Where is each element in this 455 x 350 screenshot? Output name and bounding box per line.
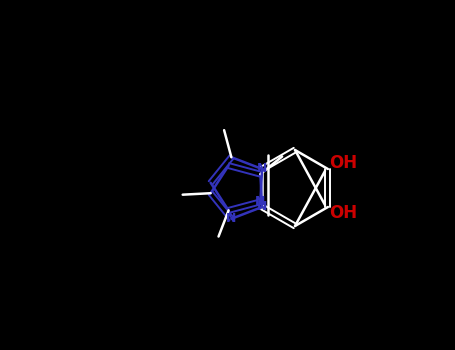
Text: OH: OH (329, 204, 357, 222)
Text: N: N (257, 201, 267, 214)
Text: OH: OH (329, 154, 357, 172)
Text: N: N (226, 212, 237, 225)
Text: N: N (257, 162, 267, 175)
Text: N: N (255, 195, 266, 208)
